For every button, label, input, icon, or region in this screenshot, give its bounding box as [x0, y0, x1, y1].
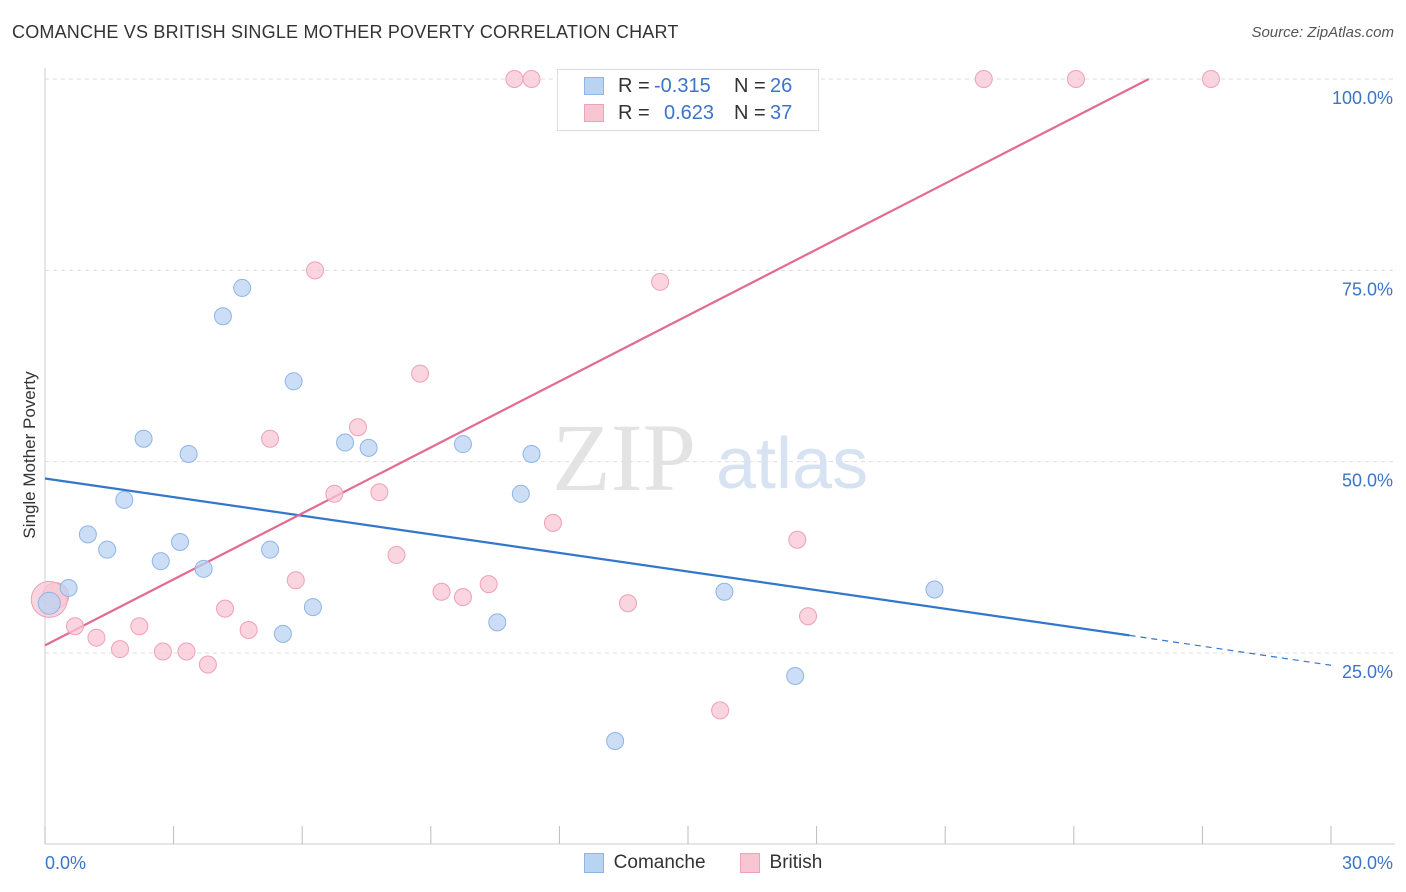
- comanche-point: [786, 666, 805, 685]
- british-point: [348, 418, 367, 437]
- comanche-r-value: -0.315: [654, 74, 711, 97]
- british-point: [411, 364, 430, 383]
- british-point: [974, 70, 993, 88]
- comanche-point: [925, 580, 944, 599]
- correlation-legend: R = -0.315 N = 26 R = 0.623 N = 37: [557, 69, 819, 131]
- comanche-trend-extension: [1129, 634, 1332, 666]
- british-point: [66, 617, 85, 636]
- y-tick-label: 100.0%: [1332, 88, 1393, 108]
- comanche-point: [606, 732, 625, 751]
- watermark-zip: ZIP: [552, 404, 696, 511]
- x-tick-label: 30.0%: [1342, 853, 1393, 873]
- british-point: [651, 272, 670, 291]
- tick-labels: 25.0% 50.0% 75.0% 100.0% 0.0% 30.0%: [45, 88, 1393, 873]
- british-point: [788, 530, 807, 549]
- british-legend-label: British: [769, 852, 823, 873]
- x-tick-label: 0.0%: [45, 853, 86, 873]
- comanche-point: [284, 372, 303, 391]
- british-point: [198, 655, 217, 674]
- legend-item-british[interactable]: British: [739, 852, 823, 874]
- british-n-value: 37: [770, 101, 793, 124]
- comanche-point: [715, 582, 734, 601]
- comanche-point: [78, 525, 97, 544]
- british-point: [216, 599, 235, 618]
- british-point: [522, 70, 541, 88]
- comanche-n-value: 26: [770, 74, 793, 97]
- comanche-point: [336, 433, 355, 452]
- legend-item-comanche[interactable]: Comanche: [583, 852, 706, 874]
- british-point: [306, 261, 325, 280]
- comanche-point: [453, 435, 472, 454]
- comanche-legend-label: Comanche: [613, 852, 706, 873]
- british-point: [387, 546, 406, 565]
- comanche-point: [179, 445, 198, 464]
- source-label: Source: ZipAtlas.com: [1251, 24, 1394, 41]
- comanche-point: [115, 490, 134, 509]
- british-point: [261, 429, 280, 448]
- comanche-point: [194, 559, 213, 578]
- comanche-point: [134, 429, 153, 448]
- comanche-point: [213, 307, 232, 326]
- british-point: [453, 588, 472, 607]
- british-point: [239, 621, 258, 640]
- british-point: [543, 513, 562, 532]
- series-legend: Comanche British: [0, 852, 1406, 874]
- legend-row-comanche: R = -0.315 N = 26: [584, 74, 792, 98]
- comanche-trend-line: [44, 477, 1130, 637]
- british-legend-swatch: [739, 853, 760, 873]
- trend-lines: [44, 78, 1332, 666]
- british-point: [505, 70, 524, 88]
- british-point: [479, 575, 498, 594]
- comanche-point: [233, 278, 252, 297]
- comanche-swatch: [584, 77, 604, 95]
- british-point: [177, 642, 196, 661]
- british-point: [130, 617, 149, 636]
- british-point: [111, 640, 130, 659]
- british-point: [153, 642, 172, 661]
- y-tick-label: 25.0%: [1342, 662, 1393, 682]
- british-trend-line: [44, 78, 1150, 647]
- y-axis-label: Single Mother Poverty: [20, 371, 39, 539]
- y-tick-label: 75.0%: [1342, 279, 1393, 299]
- british-point: [286, 571, 305, 590]
- r-label: R =: [618, 101, 650, 124]
- n-label: N =: [734, 74, 766, 97]
- british-point: [370, 483, 389, 502]
- grid-lines: [45, 78, 1395, 654]
- comanche-point: [273, 624, 292, 643]
- watermark-atlas: atlas: [716, 424, 868, 504]
- comanche-point: [98, 540, 117, 559]
- british-point: [432, 582, 451, 601]
- comanche-point: [151, 552, 170, 571]
- comanche-point: [488, 613, 507, 632]
- comanche-point: [37, 591, 61, 615]
- comanche-point: [59, 578, 78, 597]
- y-tick-label: 50.0%: [1342, 471, 1393, 491]
- n-label: N =: [734, 101, 766, 124]
- comanche-point: [511, 484, 530, 503]
- british-swatch: [584, 104, 604, 122]
- british-point: [799, 607, 818, 626]
- comanche-point: [303, 598, 322, 617]
- british-point: [325, 484, 344, 503]
- r-label: R =: [618, 74, 650, 97]
- comanche-point: [171, 533, 190, 552]
- comanche-point: [359, 438, 378, 457]
- british-point: [87, 628, 106, 647]
- british-point: [711, 701, 730, 720]
- british-point: [1201, 70, 1220, 88]
- chart-title: COMANCHE VS BRITISH SINGLE MOTHER POVERT…: [12, 22, 679, 42]
- axes: [44, 68, 1395, 845]
- legend-row-british: R = 0.623 N = 37: [584, 101, 792, 125]
- comanche-point: [261, 540, 280, 559]
- british-point: [618, 594, 637, 613]
- comanche-point: [522, 445, 541, 464]
- british-r-value: 0.623: [664, 101, 715, 124]
- comanche-legend-swatch: [583, 853, 604, 873]
- data-points: [30, 70, 1220, 751]
- british-point: [1066, 70, 1085, 88]
